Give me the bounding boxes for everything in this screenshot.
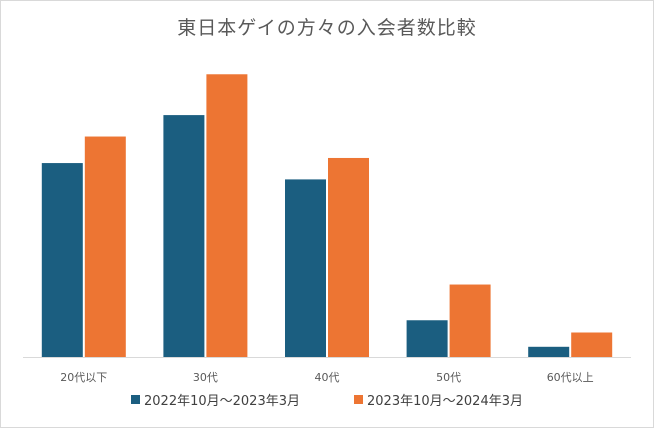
legend-item-series-1: 2022年10月～2023年3月 [131,390,300,409]
x-tick-label-2: 30代 [193,371,218,384]
bar-series-2-4 [449,284,491,357]
bar-series-1-5 [528,346,570,357]
legend-swatch-series-2 [354,395,363,404]
bar-series-2-3 [328,157,369,357]
bar-series-1-4 [406,320,448,357]
bar-series-1-1 [41,163,83,357]
x-tick-label-4: 50代 [436,371,461,384]
legend: 2022年10月～2023年3月 2023年10月～2024年3月 [1,390,653,409]
x-tick-label-1: 20代以下 [60,371,107,384]
bar-series-2-5 [571,332,613,357]
x-tick-label-5: 60代以上 [547,371,594,384]
bar-series-2-1 [84,136,126,357]
legend-item-series-2: 2023年10月～2024年3月 [354,390,523,409]
legend-label-series-2: 2023年10月～2024年3月 [367,394,523,409]
x-tick-label-3: 40代 [315,371,340,384]
chart-title: 東日本ゲイの方々の入会者数比較 [177,17,477,39]
bar-series-1-2 [163,115,205,357]
legend-label-series-1: 2022年10月～2023年3月 [144,394,300,409]
bar-series-1-3 [285,179,326,357]
legend-swatch-series-1 [131,395,141,404]
bar-series-2-2 [206,74,248,357]
